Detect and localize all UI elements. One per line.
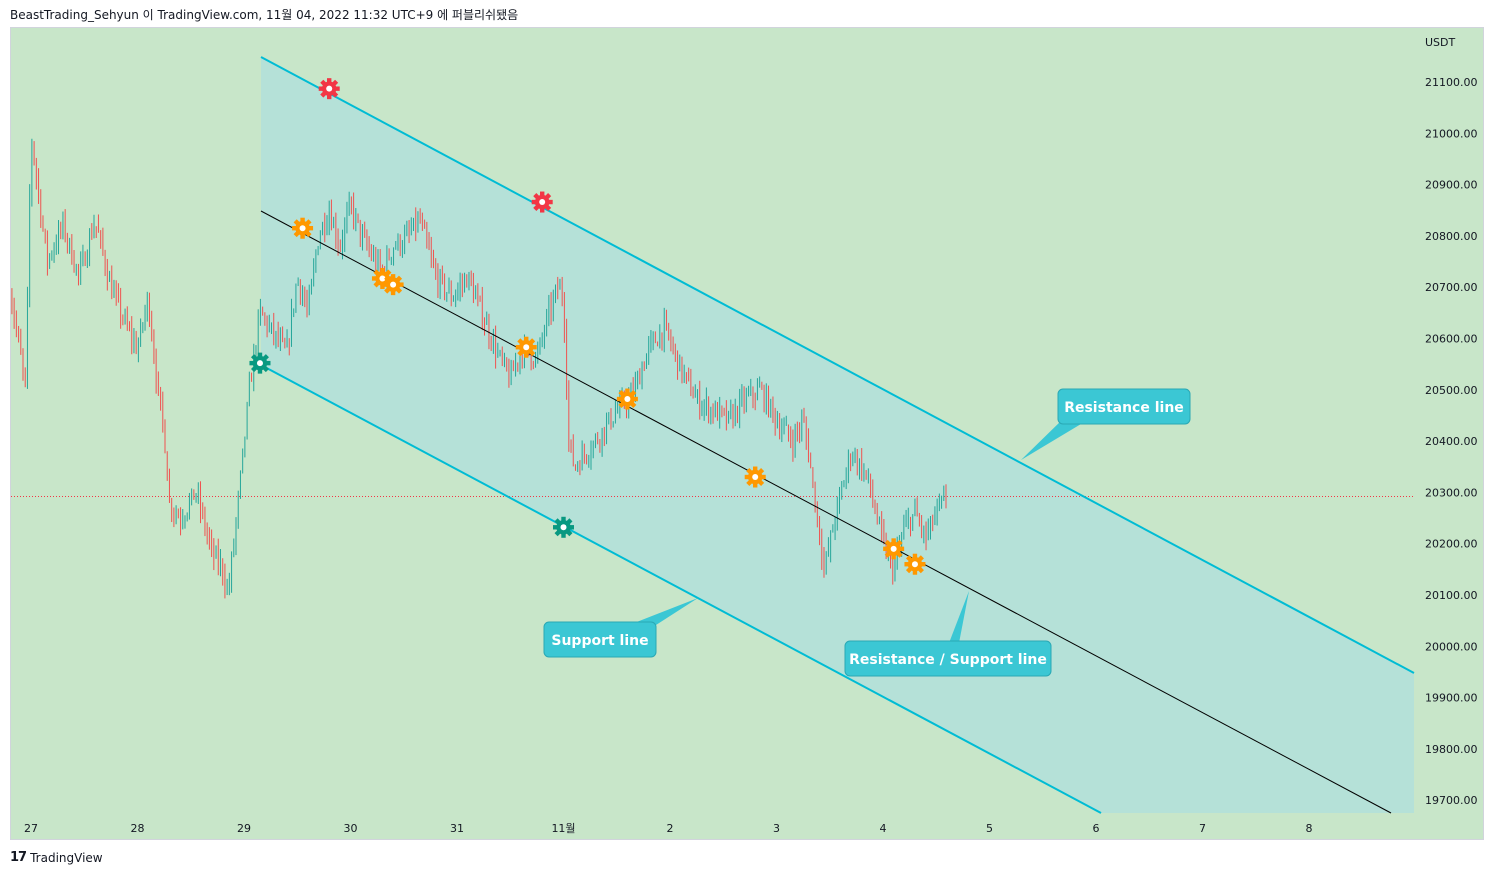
orange-gear-icon <box>744 466 766 488</box>
y-tick-label: 20700.00 <box>1425 281 1478 294</box>
x-tick-label: 2 <box>667 822 674 835</box>
y-tick-label: 20800.00 <box>1425 230 1478 243</box>
price-axis: USDT 21100.00 21000.00 20900.00 20800.00 2070… <box>1425 36 1478 807</box>
resistance-callout-box <box>1057 388 1191 425</box>
tradingview-footer: 17 TradingView <box>10 850 103 865</box>
publish-info: BeastTrading_Sehyun 이 TradingView.com, 1… <box>10 8 519 22</box>
resistance-line <box>260 56 1415 674</box>
y-tick-label: 19800.00 <box>1425 743 1478 756</box>
x-tick-label: 8 <box>1306 822 1313 835</box>
price-chart[interactable]: Resistance line Support line Resistance / … <box>11 28 1483 839</box>
midline-callout-pointer <box>949 591 969 643</box>
orange-gear-icon <box>515 336 537 358</box>
orange-gear-icon <box>883 538 905 560</box>
x-tick-label: 3 <box>773 822 780 835</box>
currency-label: USDT <box>1425 36 1456 49</box>
tradingview-logo-icon: 17 <box>10 850 27 865</box>
x-tick-label: 30 <box>344 822 358 835</box>
resistance-callout-pointer <box>1021 419 1086 460</box>
orange-gear-icon <box>904 553 926 575</box>
x-tick-label: 6 <box>1093 822 1100 835</box>
y-tick-label: 21100.00 <box>1425 76 1478 89</box>
y-tick-label: 20300.00 <box>1425 486 1478 499</box>
chart-area[interactable]: Resistance line Support line Resistance / … <box>10 27 1484 840</box>
orange-gear-icon <box>382 274 404 296</box>
midline-callout-label: Resistance / Support line <box>849 652 1047 668</box>
orange-gear-icon <box>292 217 314 239</box>
x-tick-label: 31 <box>450 822 464 835</box>
red-gear-icon <box>531 191 553 213</box>
y-tick-label: 20100.00 <box>1425 589 1478 602</box>
y-tick-label: 20400.00 <box>1425 435 1478 448</box>
orange-gear-icon <box>616 388 638 410</box>
support-callout-label: Support line <box>551 633 648 649</box>
y-tick-label: 20600.00 <box>1425 333 1478 346</box>
y-tick-label: 21000.00 <box>1425 127 1478 140</box>
y-tick-label: 20000.00 <box>1425 640 1478 653</box>
x-tick-label: 7 <box>1199 822 1206 835</box>
y-tick-label: 19700.00 <box>1425 794 1478 807</box>
x-tick-label: 5 <box>986 822 993 835</box>
support-callout-pointer <box>629 598 698 625</box>
resistance-callout-label: Resistance line <box>1064 400 1184 416</box>
y-tick-label: 20900.00 <box>1425 179 1478 192</box>
y-tick-label: 20500.00 <box>1425 384 1478 397</box>
red-gear-icon <box>318 78 340 100</box>
support-callout-box <box>543 621 657 658</box>
resistance-support-midline <box>260 210 1392 814</box>
support-line <box>260 364 1102 814</box>
midline-callout-box <box>844 640 1052 677</box>
x-tick-label: 27 <box>24 822 38 835</box>
x-tick-label: 11월 <box>551 822 575 835</box>
teal-gear-icon <box>249 352 271 374</box>
x-tick-label: 4 <box>880 822 887 835</box>
y-tick-label: 20200.00 <box>1425 538 1478 551</box>
x-tick-label: 28 <box>131 822 145 835</box>
channel-fill <box>261 57 1414 813</box>
x-tick-label: 29 <box>237 822 251 835</box>
y-tick-label: 19900.00 <box>1425 692 1478 705</box>
teal-gear-icon <box>553 516 574 538</box>
time-axis: 27 28 29 30 31 11월 2 3 4 5 6 7 8 <box>24 822 1313 835</box>
brand-name: TradingView <box>30 850 103 865</box>
